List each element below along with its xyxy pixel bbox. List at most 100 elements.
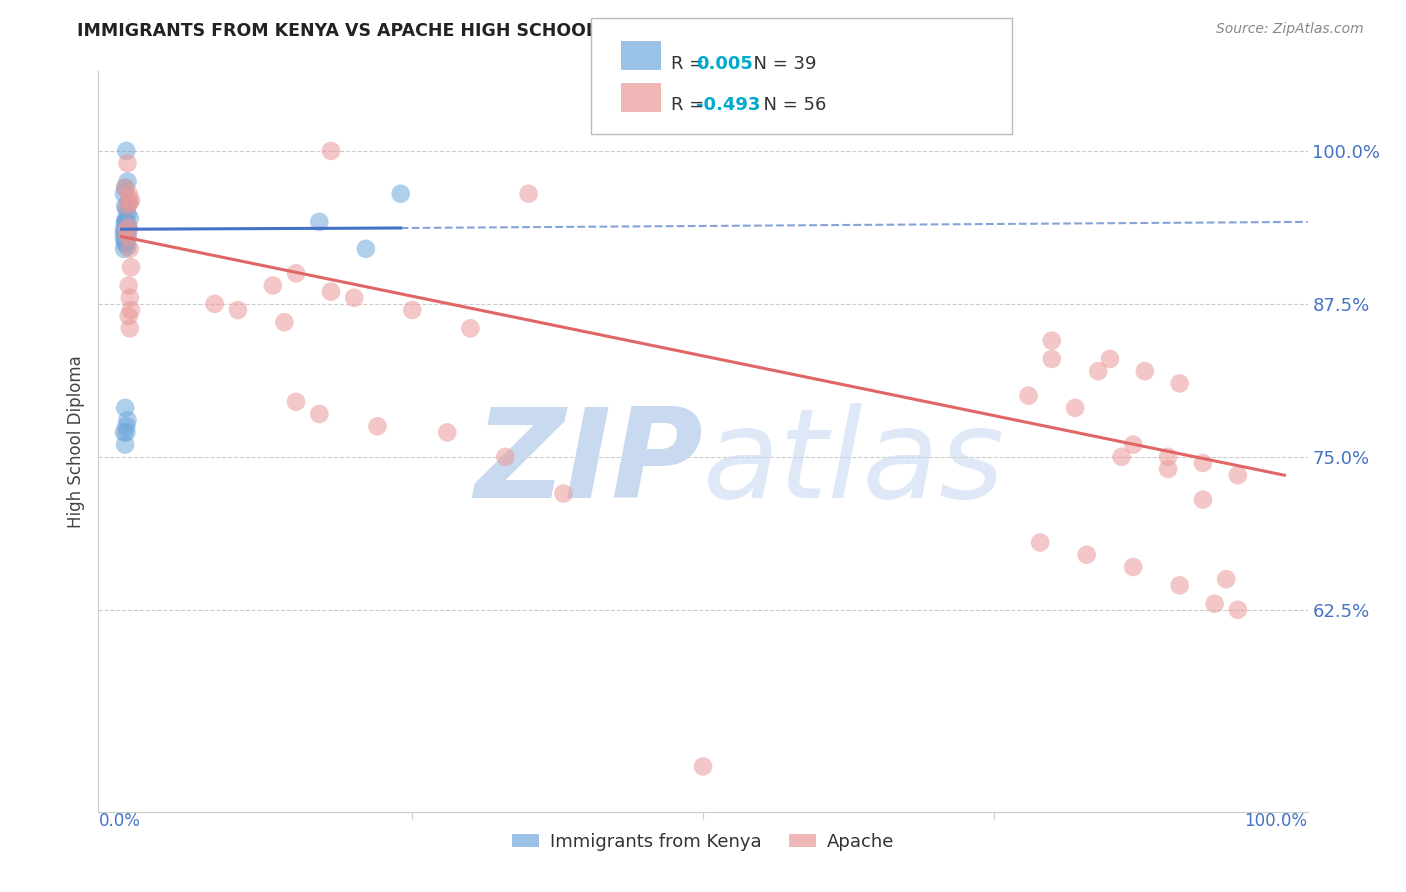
Point: [1226, 468, 1249, 483]
Point: [115, 215, 138, 229]
Point: [1111, 450, 1133, 464]
Point: [692, 759, 714, 773]
Point: [1133, 364, 1156, 378]
Point: [1087, 364, 1109, 378]
Point: [1192, 492, 1215, 507]
Point: [1157, 462, 1180, 476]
Point: [1064, 401, 1087, 415]
Point: [319, 285, 342, 299]
Point: [112, 227, 135, 241]
Point: [1040, 334, 1063, 348]
Point: [114, 217, 136, 231]
Point: [118, 195, 141, 210]
Point: [112, 425, 135, 440]
Point: [120, 193, 142, 207]
Point: [115, 235, 138, 250]
Point: [262, 278, 284, 293]
Point: [118, 309, 141, 323]
Point: [115, 217, 138, 231]
Text: N = 39: N = 39: [742, 55, 817, 73]
Point: [118, 219, 141, 234]
Point: [112, 222, 135, 236]
Point: [112, 242, 135, 256]
Text: 0.0%: 0.0%: [98, 812, 141, 830]
Point: [114, 222, 136, 236]
Point: [1029, 535, 1052, 549]
Point: [118, 186, 141, 201]
Point: [120, 303, 142, 318]
Text: -0.493: -0.493: [696, 96, 761, 114]
Text: N = 56: N = 56: [752, 96, 827, 114]
Point: [112, 232, 135, 246]
Point: [114, 226, 136, 240]
Point: [117, 199, 139, 213]
Point: [114, 213, 136, 227]
Point: [494, 450, 516, 464]
Point: [460, 321, 482, 335]
Point: [1157, 450, 1180, 464]
Point: [118, 211, 141, 226]
Point: [285, 394, 308, 409]
Point: [118, 321, 141, 335]
Point: [120, 260, 142, 275]
Point: [1215, 572, 1237, 586]
Point: [354, 242, 377, 256]
Point: [1018, 389, 1040, 403]
Point: [117, 229, 139, 244]
Point: [114, 180, 136, 194]
Point: [117, 174, 139, 188]
Text: R =: R =: [671, 55, 710, 73]
Point: [115, 425, 138, 440]
Text: R =: R =: [671, 96, 710, 114]
Point: [115, 202, 138, 216]
Point: [319, 144, 342, 158]
Point: [1226, 603, 1249, 617]
Point: [226, 303, 249, 318]
Text: 0.005: 0.005: [696, 55, 752, 73]
Point: [118, 242, 141, 256]
Point: [389, 186, 412, 201]
Point: [1168, 578, 1191, 592]
Point: [517, 186, 540, 201]
Point: [117, 219, 139, 234]
Point: [114, 215, 136, 229]
Point: [115, 144, 138, 158]
Point: [117, 229, 139, 244]
Point: [118, 291, 141, 305]
Point: [114, 235, 136, 249]
Point: [308, 407, 330, 421]
Point: [115, 223, 138, 237]
Point: [114, 401, 136, 415]
Point: [1040, 351, 1063, 366]
Point: [285, 266, 308, 280]
Point: [117, 219, 139, 234]
Point: [114, 199, 136, 213]
Legend: Immigrants from Kenya, Apache: Immigrants from Kenya, Apache: [505, 826, 901, 858]
Point: [1098, 351, 1121, 366]
Point: [114, 437, 136, 451]
Point: [117, 413, 139, 427]
Point: [1192, 456, 1215, 470]
Point: [366, 419, 388, 434]
Point: [118, 223, 141, 237]
Point: [115, 227, 138, 241]
Y-axis label: High School Diploma: High School Diploma: [66, 355, 84, 528]
Point: [1122, 560, 1144, 574]
Text: IMMIGRANTS FROM KENYA VS APACHE HIGH SCHOOL DIPLOMA CORRELATION CHART: IMMIGRANTS FROM KENYA VS APACHE HIGH SCH…: [77, 22, 908, 40]
Text: Source: ZipAtlas.com: Source: ZipAtlas.com: [1216, 22, 1364, 37]
Point: [436, 425, 458, 440]
Point: [115, 225, 138, 239]
Point: [204, 297, 226, 311]
Point: [115, 419, 138, 434]
Text: ZIP: ZIP: [474, 403, 703, 524]
Point: [401, 303, 423, 318]
Text: 100.0%: 100.0%: [1244, 812, 1308, 830]
Point: [343, 291, 366, 305]
Point: [114, 180, 136, 194]
Text: atlas: atlas: [703, 403, 1005, 524]
Point: [273, 315, 295, 329]
Point: [1076, 548, 1098, 562]
Point: [118, 278, 141, 293]
Point: [1122, 437, 1144, 451]
Point: [112, 186, 135, 201]
